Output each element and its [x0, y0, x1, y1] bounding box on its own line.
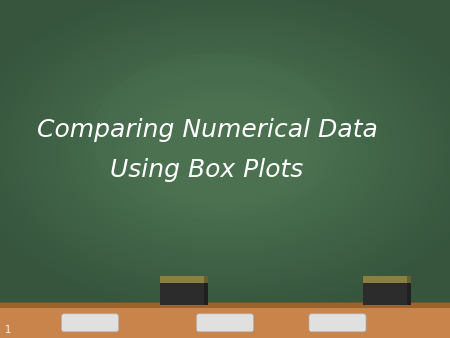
- Bar: [204, 276, 208, 305]
- FancyBboxPatch shape: [197, 314, 253, 332]
- FancyBboxPatch shape: [309, 314, 366, 332]
- Text: Using Box Plots: Using Box Plots: [110, 158, 304, 182]
- FancyBboxPatch shape: [62, 314, 118, 332]
- Bar: [0, 303, 450, 338]
- Bar: [160, 283, 208, 305]
- Bar: [407, 276, 411, 305]
- Text: 1: 1: [5, 325, 11, 335]
- Bar: [0, 302, 450, 308]
- Ellipse shape: [92, 53, 340, 220]
- Bar: [363, 276, 411, 283]
- Bar: [363, 283, 411, 305]
- Bar: [0, 0, 450, 303]
- Text: Comparing Numerical Data: Comparing Numerical Data: [36, 118, 378, 142]
- Bar: [160, 276, 208, 283]
